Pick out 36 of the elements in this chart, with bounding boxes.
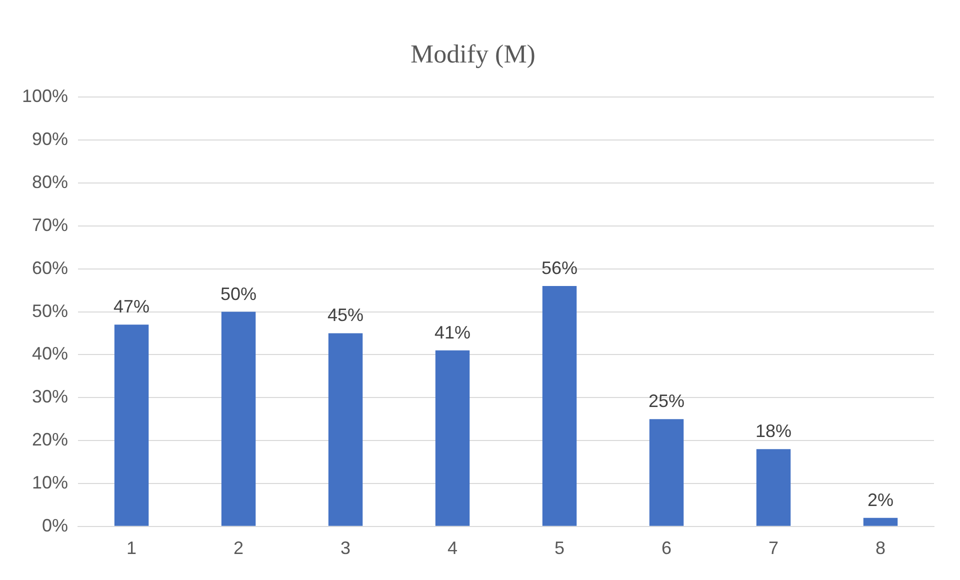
y-tick-label: 60% — [32, 258, 68, 278]
bar — [756, 449, 791, 526]
x-tick-label: 8 — [875, 538, 886, 558]
data-label: 18% — [755, 421, 792, 442]
y-tick-label: 20% — [32, 430, 68, 450]
bar — [542, 286, 577, 526]
y-tick-label: 40% — [32, 344, 68, 364]
x-tick-label: 5 — [554, 538, 565, 558]
bar — [435, 350, 470, 526]
y-tick-label: 80% — [32, 172, 68, 192]
bar — [221, 312, 256, 526]
y-tick-label: 10% — [32, 472, 68, 492]
bar — [114, 324, 149, 526]
bar — [863, 518, 898, 526]
x-tick-label: 3 — [340, 538, 351, 558]
x-tick-label: 7 — [768, 538, 779, 558]
y-tick-label: 70% — [32, 214, 68, 235]
y-tick-label: 100% — [22, 86, 68, 106]
y-tick-label: 90% — [32, 129, 68, 150]
data-label: 50% — [220, 284, 257, 304]
x-tick-label: 2 — [234, 538, 244, 558]
x-tick-label: 4 — [448, 538, 458, 558]
x-tick-label: 6 — [662, 538, 672, 558]
data-label: 2% — [867, 490, 894, 510]
data-label: 45% — [328, 305, 364, 326]
data-label: 47% — [114, 296, 150, 317]
y-tick-label: 30% — [32, 386, 68, 407]
data-label: 41% — [434, 322, 471, 342]
bar — [328, 333, 363, 526]
data-label: 25% — [648, 391, 685, 412]
y-tick-label: 0% — [42, 515, 68, 536]
bar — [649, 419, 684, 526]
x-tick-label: 1 — [126, 538, 137, 558]
y-tick-label: 50% — [32, 300, 68, 321]
chart-title: Modify (M) — [410, 39, 536, 68]
data-label: 56% — [542, 258, 578, 278]
